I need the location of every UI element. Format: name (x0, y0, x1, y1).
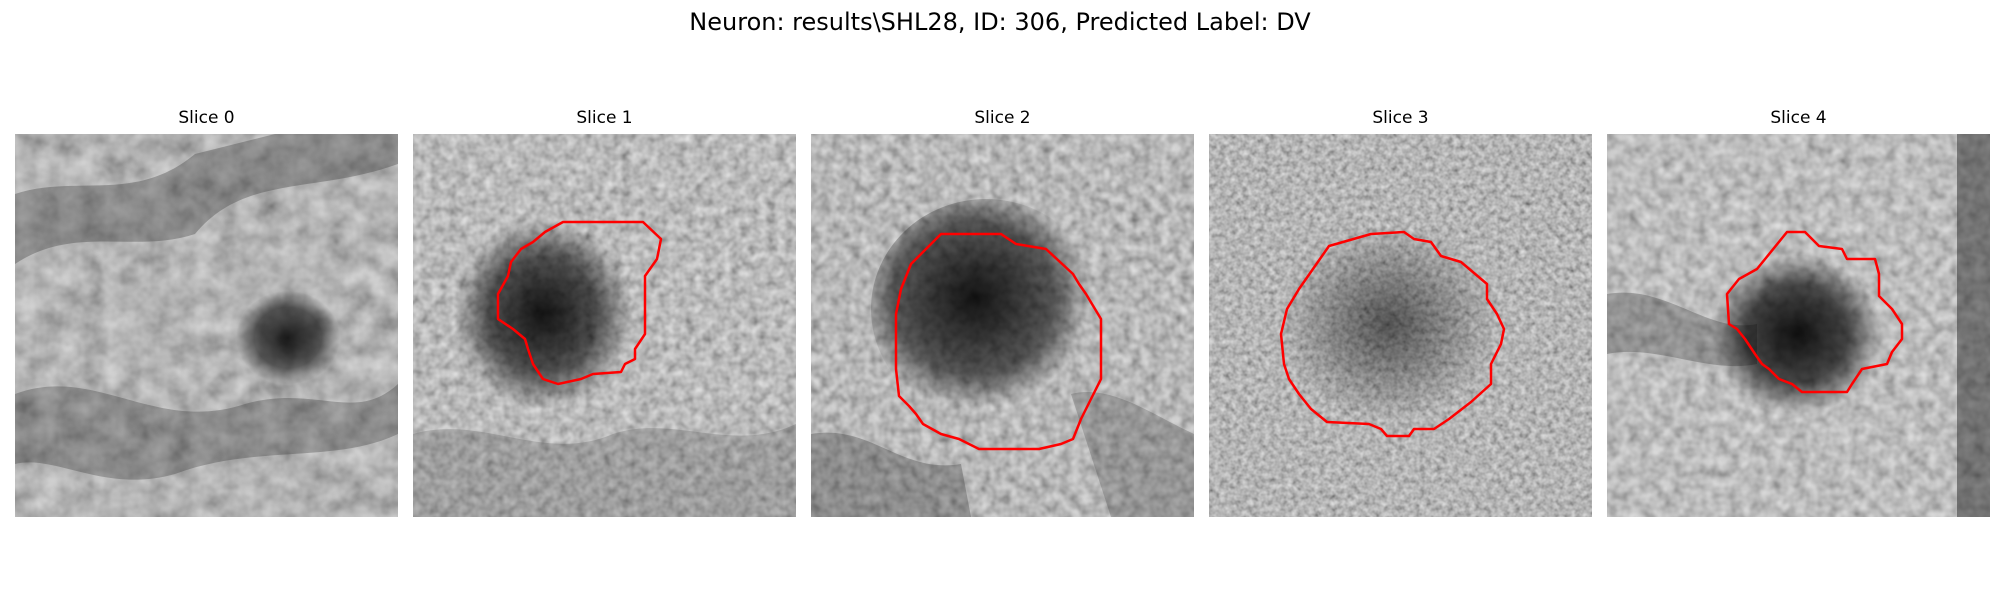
slice-image (811, 134, 1194, 517)
roi-contour (496, 220, 663, 386)
slice-image (1607, 134, 1990, 517)
figure-title: Neuron: results\SHL28, ID: 306, Predicte… (689, 8, 1311, 36)
slice-image (413, 134, 796, 517)
roi-contour (1279, 230, 1506, 438)
panel-title: Slice 4 (1770, 108, 1827, 128)
panel-title: Slice 0 (178, 108, 235, 128)
slice-image (15, 134, 398, 517)
slice-image (1209, 134, 1592, 517)
roi-contour (894, 232, 1103, 451)
panel-title: Slice 3 (1372, 108, 1429, 128)
roi-contour (1725, 230, 1904, 394)
panel-title: Slice 2 (974, 108, 1031, 128)
panel-title: Slice 1 (576, 108, 633, 128)
